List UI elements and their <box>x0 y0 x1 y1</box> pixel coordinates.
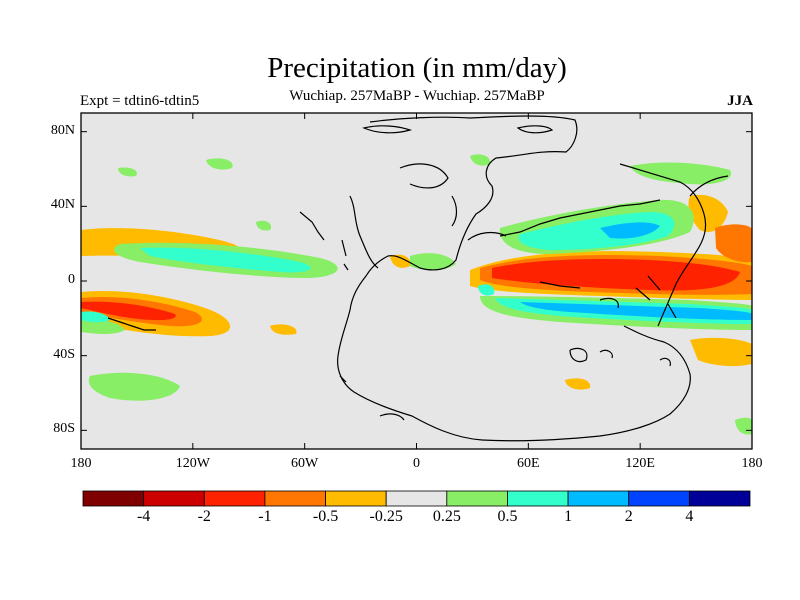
colorbar-label: 0.25 <box>432 508 461 525</box>
field-cyan <box>478 284 495 296</box>
colorbar-label: -0.25 <box>369 508 403 525</box>
colorbar-swatch <box>82 490 145 507</box>
colorbar-swatch <box>264 490 326 507</box>
lon-tick-label: 0 <box>413 456 420 471</box>
field-blue <box>520 302 752 320</box>
field-green <box>410 253 456 271</box>
lon-tick-label: 60E <box>517 456 540 471</box>
lon-tick-label: 120W <box>175 456 210 471</box>
field-cyan <box>518 212 675 250</box>
lon-tick-label: 120E <box>625 456 655 471</box>
map-subtitle: Wuchiap. 257MaBP - Wuchiap. 257MaBP <box>289 88 545 104</box>
field-cyan <box>81 311 110 323</box>
field-orange <box>270 324 297 335</box>
lon-tick-label: 180 <box>70 456 92 471</box>
colorbar-swatch <box>325 490 387 507</box>
colorbar <box>82 490 751 507</box>
field-orange <box>565 378 591 390</box>
field-green <box>630 162 732 185</box>
field-red <box>81 301 176 321</box>
colorbar-swatch <box>688 490 751 507</box>
field-blue <box>600 222 660 239</box>
colorbar-label: 0.5 <box>497 508 518 525</box>
colorbar-swatch <box>203 490 266 507</box>
precipitation-field <box>81 154 752 435</box>
experiment-label: Expt = tdtin6-tdtin5 <box>80 93 200 109</box>
field-orange <box>688 194 728 232</box>
colorbar-swatch <box>385 490 448 507</box>
lon-tick-label: 60W <box>291 456 319 471</box>
field-green <box>88 372 180 401</box>
lat-tick-label: 40S <box>53 346 75 362</box>
colorbar-label: 1 <box>564 508 573 525</box>
colorbar-label: 2 <box>624 508 633 525</box>
field-green <box>206 158 233 170</box>
lon-tick-label: 180 <box>741 456 763 471</box>
colorbar-label: -0.5 <box>312 508 339 525</box>
colorbar-label: -1 <box>258 508 272 525</box>
colorbar-label: 4 <box>685 508 694 525</box>
field-green <box>118 167 137 177</box>
field-orange-dark <box>715 224 752 263</box>
field-orange <box>690 337 752 367</box>
map-title: Precipitation (in mm/day) <box>267 52 567 84</box>
field-orange <box>390 254 411 268</box>
colorbar-swatch <box>143 490 205 507</box>
field-green <box>81 319 125 334</box>
colorbar-swatch <box>628 490 690 507</box>
field-red <box>492 258 740 291</box>
lat-tick-label: 0 <box>68 272 75 287</box>
lat-tick-label: 80N <box>50 122 75 138</box>
axis-ticks <box>80 113 753 449</box>
field-cyan <box>140 247 311 273</box>
lat-tick-label: 40N <box>50 197 75 213</box>
season-label: JJA <box>727 93 753 109</box>
lat-tick-label: 80S <box>53 421 75 437</box>
colorbar-swatch <box>507 490 569 507</box>
colorbar-label: -4 <box>136 508 151 525</box>
coastline <box>107 115 729 442</box>
colorbar-swatch <box>567 490 630 507</box>
colorbar-label: -2 <box>197 508 211 525</box>
colorbar-swatch <box>446 490 508 507</box>
field-green <box>470 154 491 166</box>
field-green <box>256 220 272 231</box>
